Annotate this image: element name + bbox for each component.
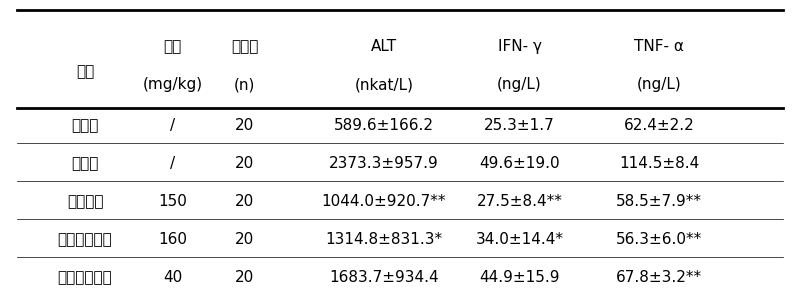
Text: 44.9±15.9: 44.9±15.9	[479, 270, 560, 285]
Text: 给药低剂量组: 给药低剂量组	[58, 270, 113, 285]
Text: 56.3±6.0**: 56.3±6.0**	[616, 232, 702, 247]
Text: 62.4±2.2: 62.4±2.2	[624, 118, 694, 133]
Text: ALT: ALT	[371, 39, 397, 54]
Text: 2373.3±957.9: 2373.3±957.9	[329, 156, 439, 171]
Text: 34.0±14.4*: 34.0±14.4*	[475, 232, 563, 247]
Text: 150: 150	[158, 194, 187, 209]
Text: 空白组: 空白组	[71, 118, 98, 133]
Text: 组别: 组别	[76, 64, 94, 79]
Text: 1044.0±920.7**: 1044.0±920.7**	[322, 194, 446, 209]
Text: (mg/kg): (mg/kg)	[142, 77, 203, 92]
Text: 27.5±8.4**: 27.5±8.4**	[477, 194, 562, 209]
Text: 模型组: 模型组	[71, 156, 98, 171]
Text: 58.5±7.9**: 58.5±7.9**	[616, 194, 702, 209]
Text: 阳性药组: 阳性药组	[67, 194, 103, 209]
Text: 25.3±1.7: 25.3±1.7	[484, 118, 555, 133]
Text: IFN- γ: IFN- γ	[498, 39, 542, 54]
Text: TNF- α: TNF- α	[634, 39, 684, 54]
Text: 剂量: 剂量	[164, 39, 182, 54]
Text: 1683.7±934.4: 1683.7±934.4	[330, 270, 439, 285]
Text: 1314.8±831.3*: 1314.8±831.3*	[326, 232, 442, 247]
Text: (ng/L): (ng/L)	[498, 77, 542, 92]
Text: 20: 20	[235, 194, 254, 209]
Text: 160: 160	[158, 232, 187, 247]
Text: (n): (n)	[234, 77, 255, 92]
Text: 20: 20	[235, 118, 254, 133]
Text: (nkat/L): (nkat/L)	[354, 77, 414, 92]
Text: /: /	[170, 156, 175, 171]
Text: 20: 20	[235, 232, 254, 247]
Text: 114.5±8.4: 114.5±8.4	[619, 156, 699, 171]
Text: 49.6±19.0: 49.6±19.0	[479, 156, 560, 171]
Text: 动物数: 动物数	[231, 39, 258, 54]
Text: 20: 20	[235, 270, 254, 285]
Text: 67.8±3.2**: 67.8±3.2**	[616, 270, 702, 285]
Text: (ng/L): (ng/L)	[637, 77, 682, 92]
Text: /: /	[170, 118, 175, 133]
Text: 40: 40	[163, 270, 182, 285]
Text: 20: 20	[235, 156, 254, 171]
Text: 给药高剂量组: 给药高剂量组	[58, 232, 113, 247]
Text: 589.6±166.2: 589.6±166.2	[334, 118, 434, 133]
